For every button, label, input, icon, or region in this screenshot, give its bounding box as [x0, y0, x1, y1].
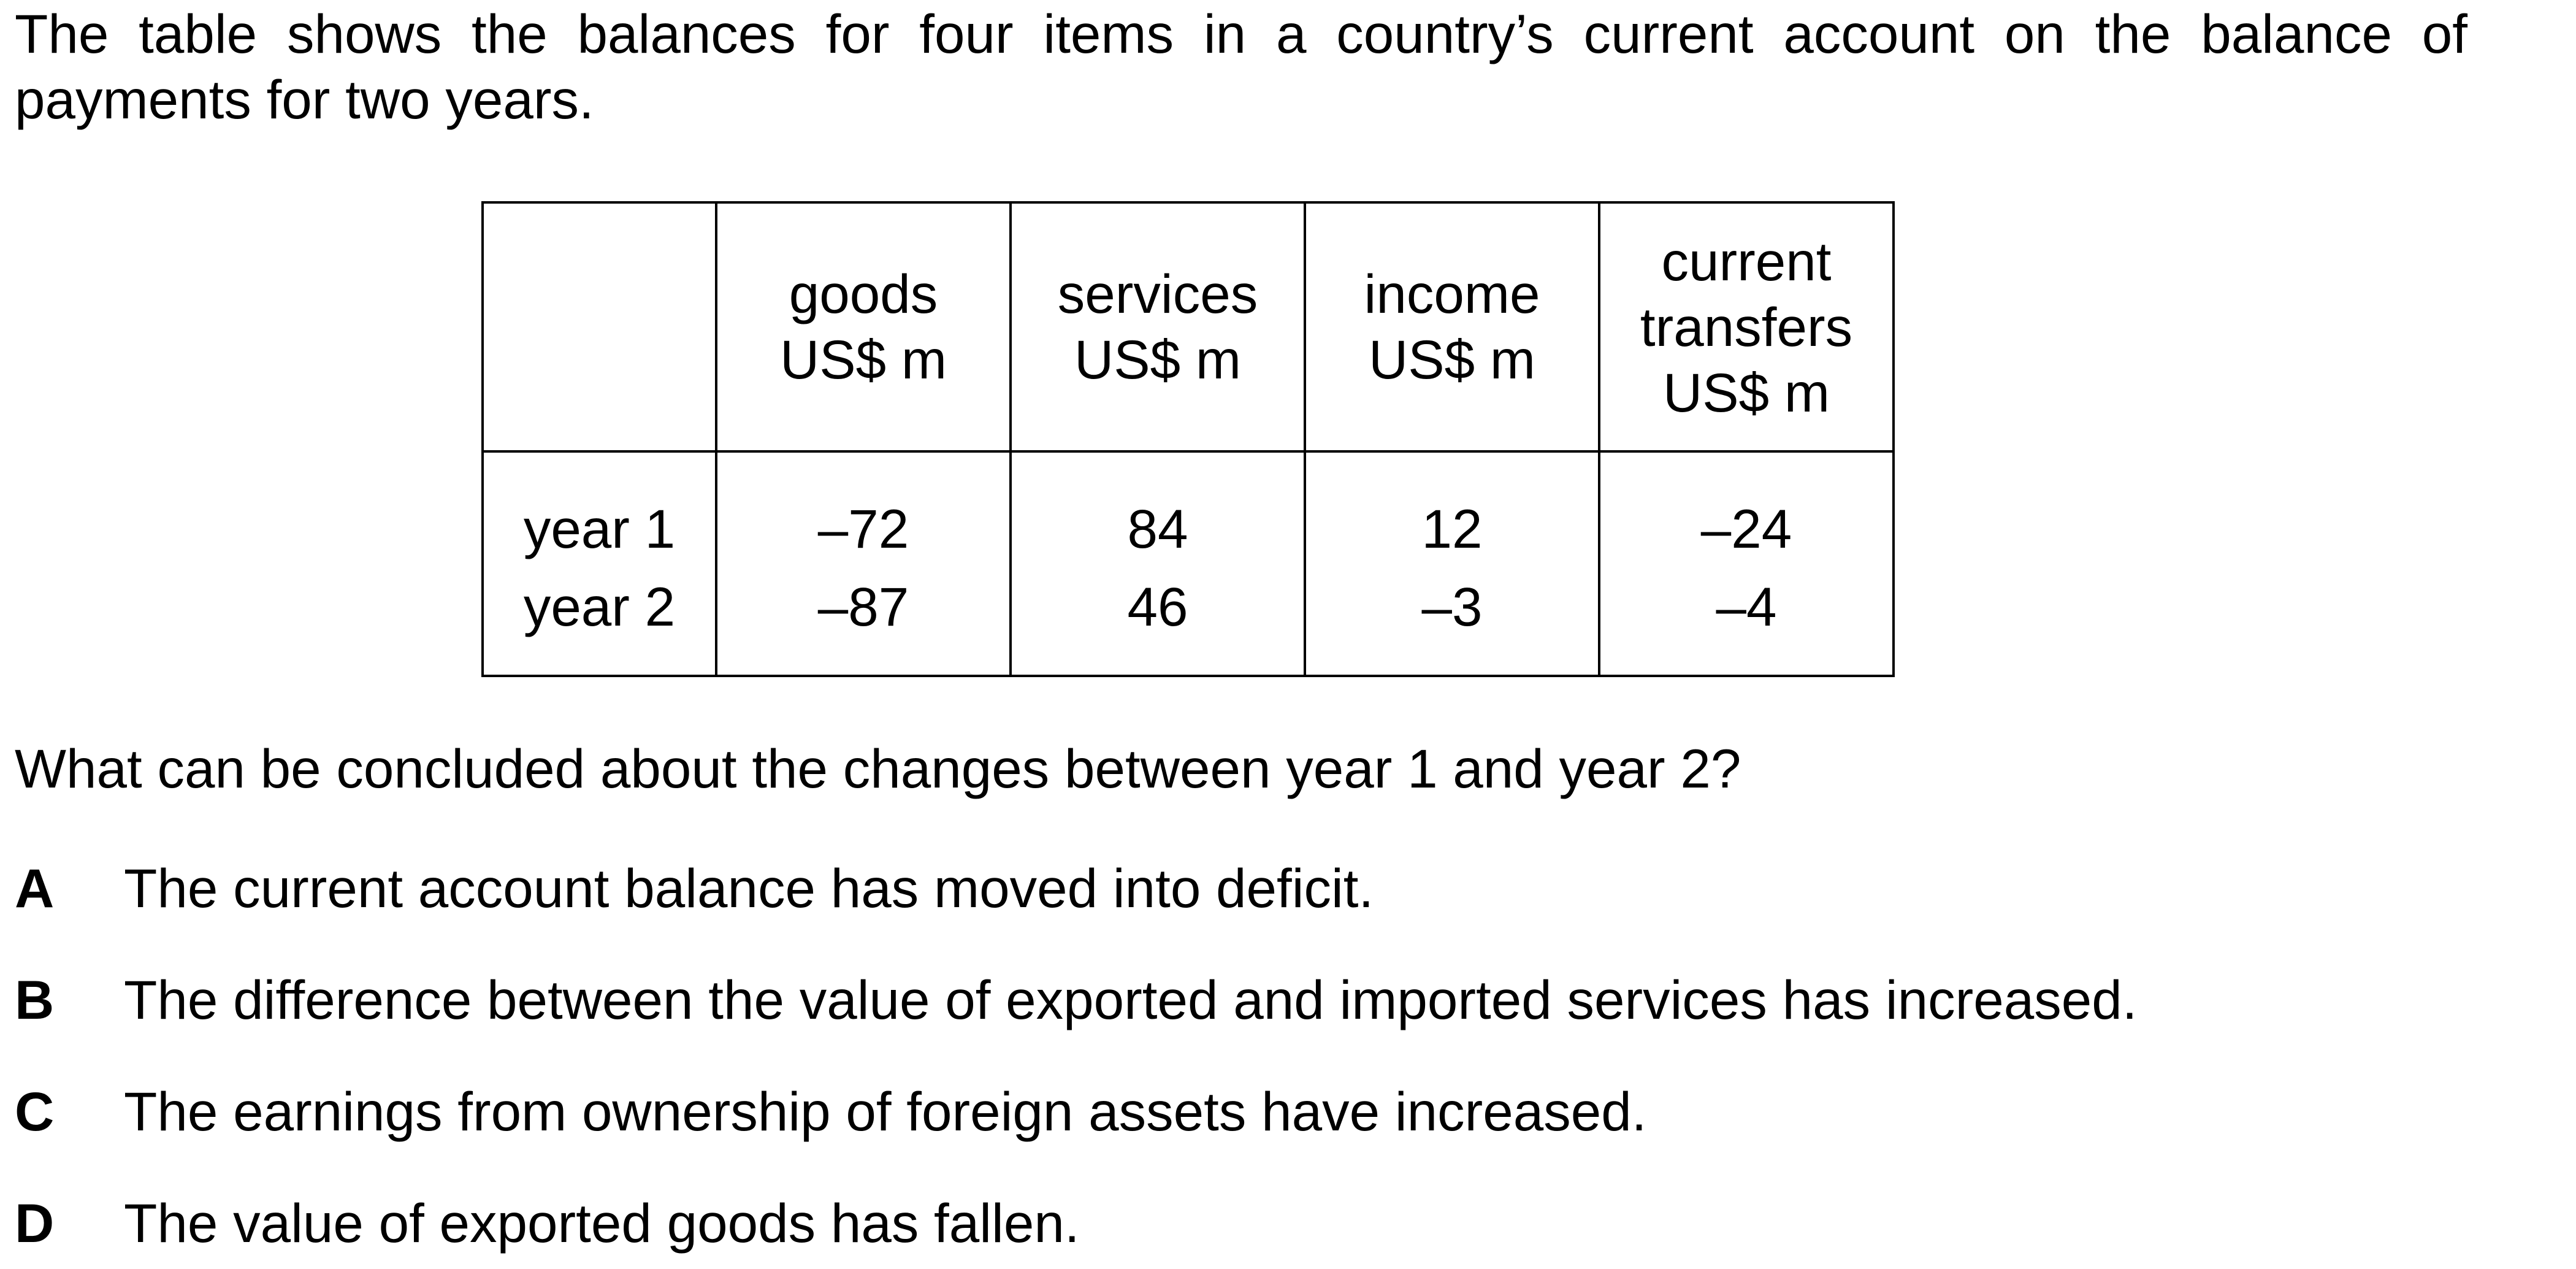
row-label: year 1	[481, 450, 717, 568]
option-d[interactable]: D The value of exported goods has fallen.	[15, 1190, 1080, 1256]
header-goods-unit: US$ m	[780, 329, 947, 390]
header-income-unit: US$ m	[1369, 329, 1535, 390]
option-c-letter: C	[15, 1081, 55, 1142]
balance-table: goods US$ m services US$ m income US$ m …	[481, 201, 1895, 677]
table-cell: 12	[1304, 450, 1600, 568]
option-a-letter: A	[15, 857, 55, 919]
table-cell: –3	[1304, 568, 1600, 677]
header-services: services US$ m	[1009, 201, 1306, 453]
table-cell: –72	[715, 450, 1012, 568]
option-d-text: The value of exported goods has fallen.	[124, 1192, 1080, 1254]
header-current-transfers: current transfers US$ m	[1598, 201, 1895, 453]
header-current-transfers-name-1: current	[1661, 230, 1832, 292]
header-goods-name: goods	[789, 263, 938, 324]
table-cell: 46	[1009, 568, 1306, 677]
option-b-letter: B	[15, 969, 55, 1030]
header-income: income US$ m	[1304, 201, 1600, 453]
row-label: year 2	[481, 568, 717, 677]
option-c-text: The earnings from ownership of foreign a…	[124, 1081, 1647, 1142]
option-a[interactable]: A The current account balance has moved i…	[15, 856, 1374, 921]
option-b[interactable]: B The difference between the value of exp…	[15, 967, 2137, 1033]
table-row: year 1 –72 84 12 –24	[481, 450, 1895, 568]
option-b-text: The difference between the value of expo…	[124, 969, 2138, 1030]
table-row: year 2 –87 46 –3 –4	[481, 568, 1895, 677]
question-text: What can be concluded about the changes …	[15, 738, 1741, 799]
intro-text: The table shows the balances for four it…	[15, 3, 2467, 130]
table-cell: 84	[1009, 450, 1306, 568]
option-c[interactable]: C The earnings from ownership of foreign …	[15, 1079, 1646, 1144]
table-cell: –24	[1598, 450, 1895, 568]
header-current-transfers-unit: US$ m	[1663, 361, 1830, 423]
option-d-letter: D	[15, 1192, 55, 1254]
header-current-transfers-name-2: transfers	[1640, 296, 1853, 358]
header-goods: goods US$ m	[715, 201, 1012, 453]
table-cell: –87	[715, 568, 1012, 677]
header-income-name: income	[1364, 263, 1540, 324]
table-cell: –4	[1598, 568, 1895, 677]
header-services-unit: US$ m	[1074, 329, 1241, 390]
header-services-name: services	[1057, 263, 1258, 324]
option-a-text: The current account balance has moved in…	[124, 857, 1374, 919]
header-corner-cell	[481, 201, 717, 453]
table-header-row: goods US$ m services US$ m income US$ m …	[481, 201, 1895, 453]
